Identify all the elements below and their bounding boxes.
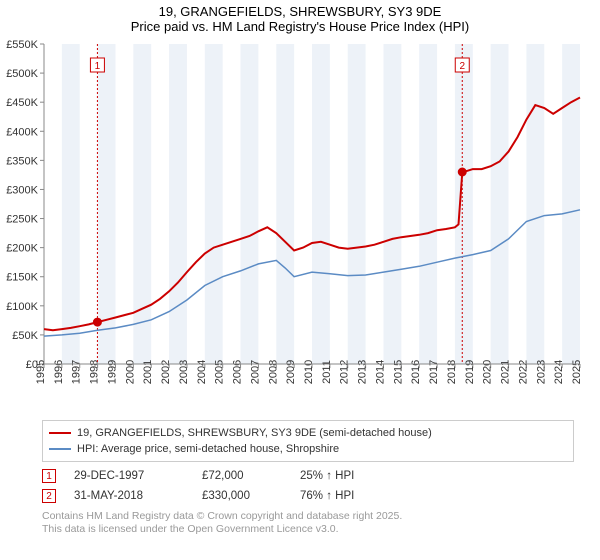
x-axis-label: 2006 (232, 360, 244, 384)
legend-label: 19, GRANGEFIELDS, SHREWSBURY, SY3 9DE (s… (77, 427, 432, 439)
legend-row: HPI: Average price, semi-detached house,… (49, 441, 567, 457)
y-axis-label: £150K (6, 272, 38, 284)
x-axis-label: 2000 (124, 360, 136, 384)
legend-row: 19, GRANGEFIELDS, SHREWSBURY, SY3 9DE (s… (49, 425, 567, 441)
legend-swatch (49, 432, 71, 434)
y-axis-label: £200K (6, 243, 38, 255)
grid-band (455, 44, 473, 364)
chart-area: £0£50K£100K£150K£200K£250K£300K£350K£400… (0, 36, 600, 416)
event-row-date: 31-MAY-2018 (74, 490, 184, 502)
x-axis-label: 2009 (285, 360, 297, 384)
legend-box: 19, GRANGEFIELDS, SHREWSBURY, SY3 9DE (s… (42, 420, 574, 462)
x-axis-label: 2001 (142, 360, 154, 384)
event-badge-text: 2 (459, 61, 465, 72)
event-row-pct: 25% ↑ HPI (300, 470, 574, 482)
y-axis-label: £250K (6, 214, 38, 226)
event-row-date: 29-DEC-1997 (74, 470, 184, 482)
x-axis-label: 1996 (53, 360, 65, 384)
event-row-badge: 2 (42, 489, 56, 503)
y-axis-label: £100K (6, 301, 38, 313)
x-axis-label: 2023 (535, 360, 547, 384)
grid-band (312, 44, 330, 364)
event-marker-dot (458, 168, 466, 176)
x-axis-label: 2015 (392, 360, 404, 384)
chart-title-line1: 19, GRANGEFIELDS, SHREWSBURY, SY3 9DE (0, 4, 600, 19)
y-axis-label: £550K (6, 39, 38, 51)
grid-band (526, 44, 544, 364)
grid-band (133, 44, 151, 364)
y-axis-label: £400K (6, 126, 38, 138)
grid-band (98, 44, 116, 364)
footer-line2: This data is licensed under the Open Gov… (42, 523, 574, 535)
chart-title-block: 19, GRANGEFIELDS, SHREWSBURY, SY3 9DE Pr… (0, 0, 600, 36)
x-axis-label: 2022 (517, 360, 529, 384)
x-axis-label: 2020 (482, 360, 494, 384)
x-axis-label: 1999 (106, 360, 118, 384)
x-axis-label: 2025 (571, 360, 583, 384)
grid-band (562, 44, 580, 364)
event-row: 1 29-DEC-1997 £72,000 25% ↑ HPI (42, 466, 574, 486)
x-axis-label: 2003 (178, 360, 190, 384)
grid-band (62, 44, 80, 364)
event-row-badge: 1 (42, 469, 56, 483)
x-axis-label: 2024 (553, 360, 565, 384)
grid-band (276, 44, 294, 364)
x-axis-label: 2002 (160, 360, 172, 384)
x-axis-label: 2014 (374, 360, 386, 384)
line-chart-svg: £0£50K£100K£150K£200K£250K£300K£350K£400… (0, 36, 600, 416)
grid-band (419, 44, 437, 364)
x-axis-label: 2007 (249, 360, 261, 384)
x-axis-label: 2018 (446, 360, 458, 384)
x-axis-label: 2010 (303, 360, 315, 384)
y-axis-label: £300K (6, 184, 38, 196)
y-axis-label: £350K (6, 155, 38, 167)
footer-line1: Contains HM Land Registry data © Crown c… (42, 510, 574, 522)
grid-band (241, 44, 259, 364)
y-axis-label: £450K (6, 97, 38, 109)
x-axis-label: 2012 (339, 360, 351, 384)
grid-band (205, 44, 223, 364)
event-row: 2 31-MAY-2018 £330,000 76% ↑ HPI (42, 486, 574, 506)
x-axis-label: 2004 (196, 360, 208, 384)
legend-label: HPI: Average price, semi-detached house,… (77, 443, 339, 455)
x-axis-label: 1998 (89, 360, 101, 384)
event-row-pct: 76% ↑ HPI (300, 490, 574, 502)
x-axis-label: 2019 (464, 360, 476, 384)
event-marker-dot (93, 318, 101, 326)
x-axis-label: 2021 (500, 360, 512, 384)
x-axis-label: 1995 (35, 360, 47, 384)
x-axis-label: 2016 (410, 360, 422, 384)
x-axis-label: 2017 (428, 360, 440, 384)
x-axis-label: 1997 (71, 360, 83, 384)
legend-swatch (49, 448, 71, 450)
x-axis-label: 2013 (357, 360, 369, 384)
x-axis-label: 2008 (267, 360, 279, 384)
y-axis-label: £500K (6, 68, 38, 80)
grid-band (348, 44, 366, 364)
event-row-price: £330,000 (202, 490, 282, 502)
grid-band (491, 44, 509, 364)
chart-title-line2: Price paid vs. HM Land Registry's House … (0, 19, 600, 34)
grid-band (169, 44, 187, 364)
event-badge-text: 1 (95, 61, 101, 72)
y-axis-label: £50K (12, 330, 38, 342)
grid-band (383, 44, 401, 364)
x-axis-label: 2005 (214, 360, 226, 384)
event-row-price: £72,000 (202, 470, 282, 482)
events-table: 1 29-DEC-1997 £72,000 25% ↑ HPI 2 31-MAY-2018… (42, 466, 574, 506)
